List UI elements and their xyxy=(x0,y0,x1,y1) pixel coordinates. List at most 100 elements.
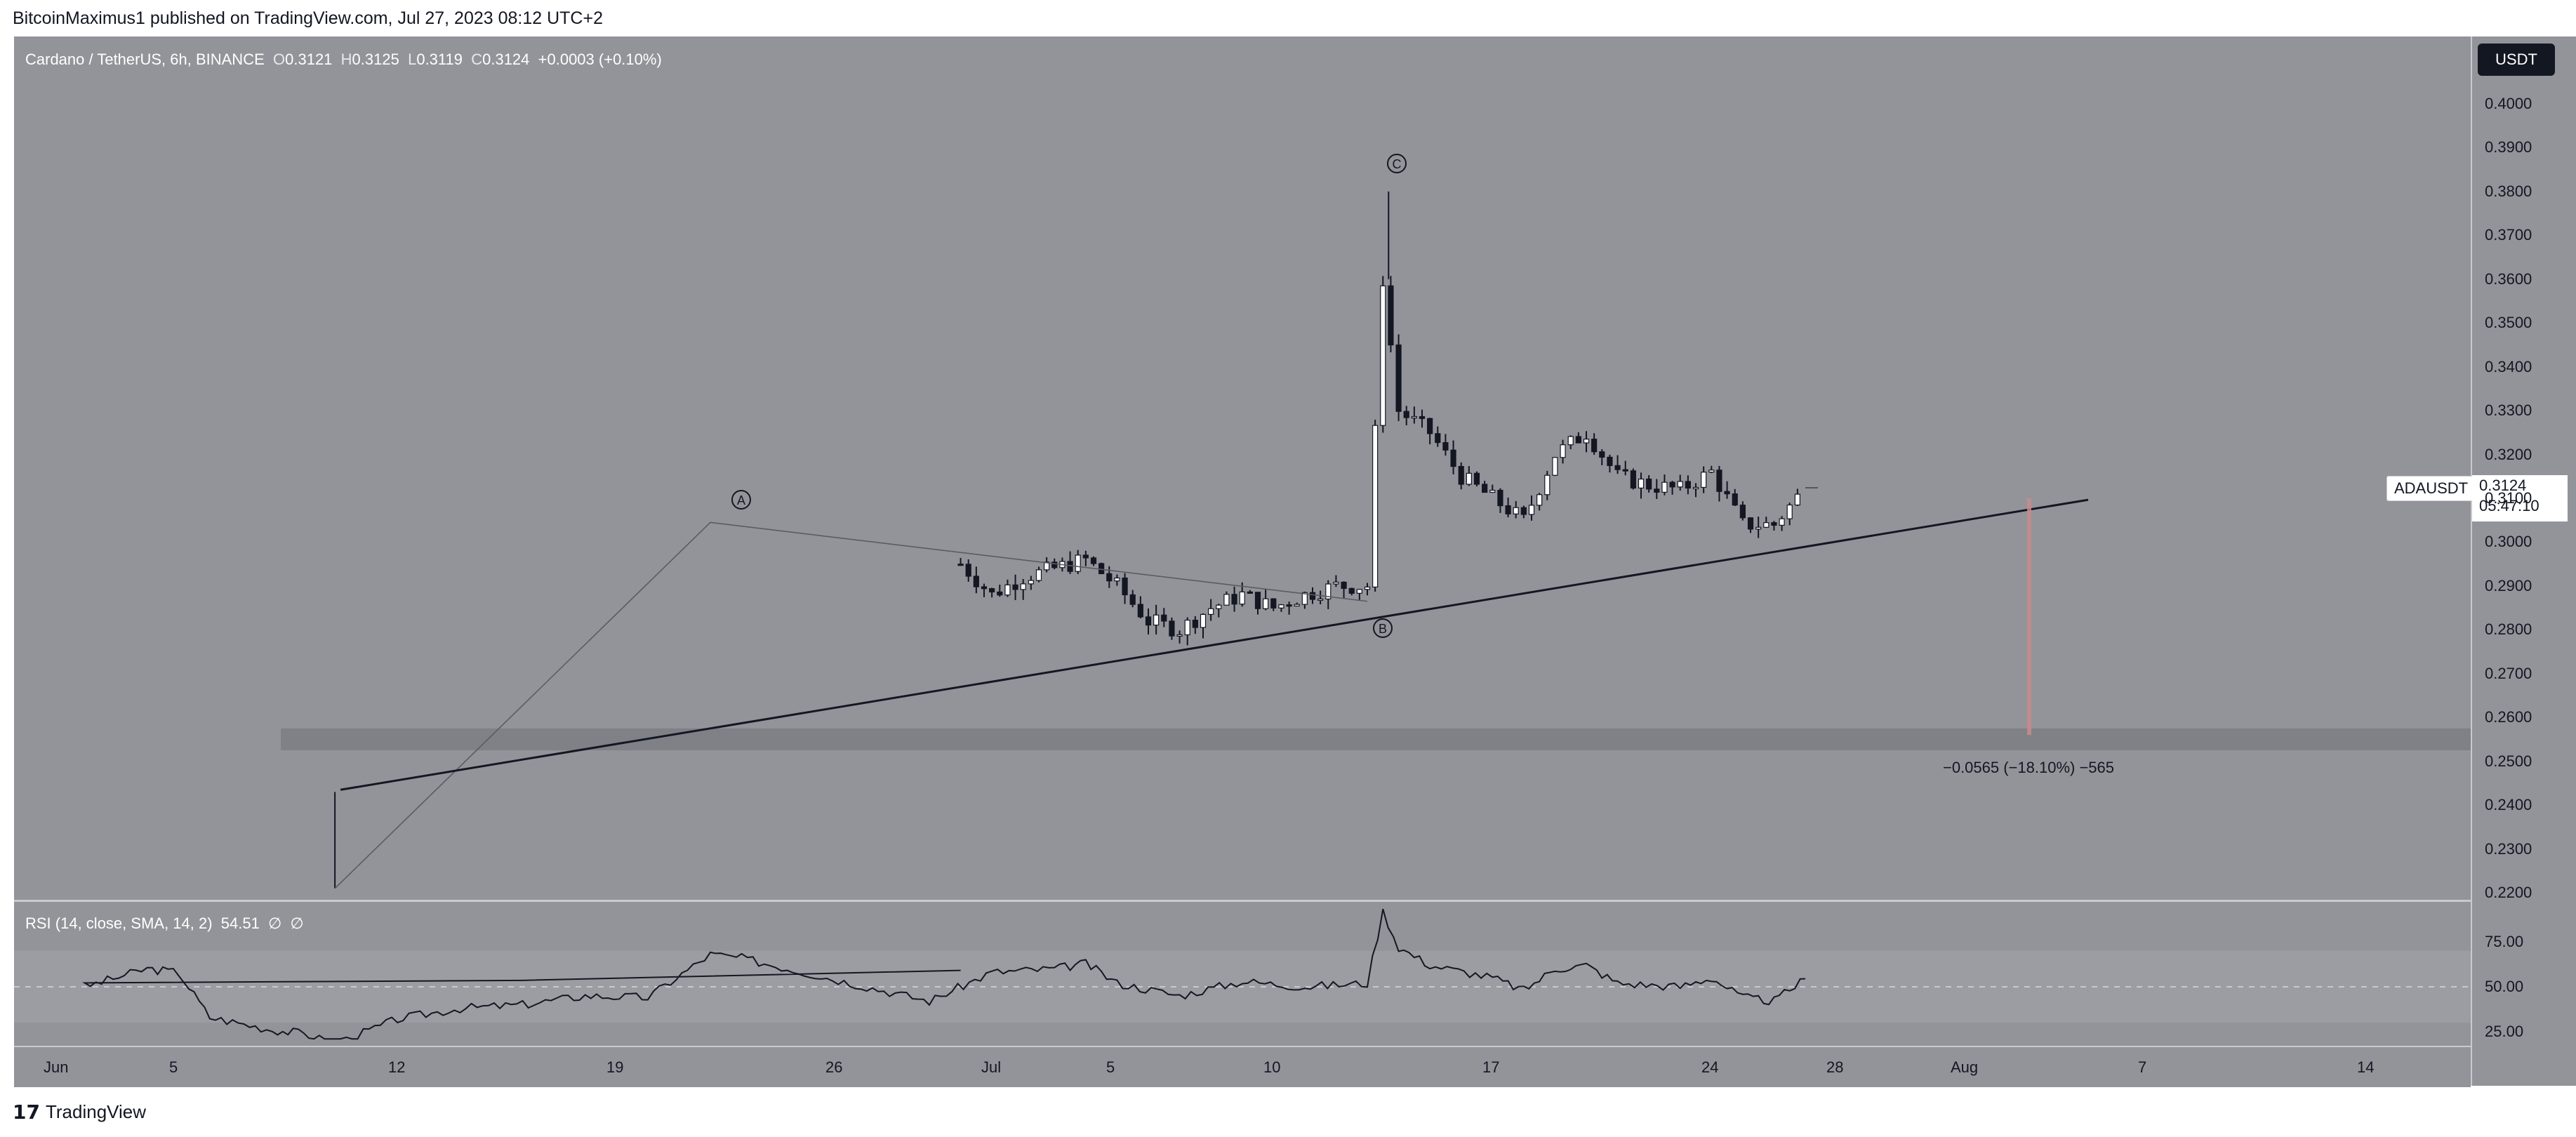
candle-body xyxy=(1677,481,1683,488)
symbol-legend[interactable]: Cardano / TetherUS, 6h, BINANCE O0.3121 … xyxy=(25,51,662,69)
candle-body xyxy=(1692,486,1699,490)
rsi-legend[interactable]: RSI (14, close, SMA, 14, 2) 54.51 ∅ ∅ xyxy=(25,915,304,933)
candle-body xyxy=(1145,616,1152,626)
candle-body xyxy=(1356,589,1362,594)
price-tick-label: 0.3900 xyxy=(2485,138,2532,157)
candle-body xyxy=(1176,634,1183,637)
candle-body xyxy=(1035,569,1042,581)
pane-separator[interactable] xyxy=(14,900,2471,902)
price-tick-label: 0.2300 xyxy=(2485,839,2532,858)
candle-body xyxy=(965,564,971,577)
wave-label-circle xyxy=(731,490,751,510)
candle-body xyxy=(1560,444,1566,458)
candle-body xyxy=(1552,457,1558,476)
candle-body xyxy=(1192,620,1198,628)
wave-label-c: C xyxy=(1393,157,1402,171)
rsi-tick-label: 50.00 xyxy=(2485,978,2524,995)
publish-info: BitcoinMaximus1 published on TradingView… xyxy=(13,8,603,28)
open-label: O xyxy=(273,51,286,68)
candle-body xyxy=(1301,592,1308,605)
time-tick-label: Aug xyxy=(1951,1058,1979,1076)
price-tick-label: 0.2600 xyxy=(2485,708,2532,726)
candle-body xyxy=(1364,586,1371,590)
candle-body xyxy=(1466,472,1472,485)
candle-body xyxy=(1599,451,1605,458)
candle-body xyxy=(1583,439,1590,444)
candle-body xyxy=(1638,478,1645,488)
low-value: 0.3119 xyxy=(416,51,463,68)
candle-body xyxy=(1223,594,1230,606)
time-tick-label: 5 xyxy=(1106,1058,1115,1076)
candle-body xyxy=(1763,522,1770,528)
tradingview-logo[interactable]: 𝟭𝟳 TradingView xyxy=(13,1101,146,1124)
rsi-value: 54.51 xyxy=(220,915,260,932)
time-axis[interactable] xyxy=(14,1046,2471,1087)
candle-body xyxy=(1661,481,1668,493)
time-tick-label: 24 xyxy=(1701,1058,1719,1076)
candle-body xyxy=(1153,614,1160,626)
close-value: 0.3124 xyxy=(482,51,530,68)
low-label: L xyxy=(408,51,417,68)
candle-body xyxy=(1482,484,1488,493)
candle-body xyxy=(1575,436,1581,444)
candle-body xyxy=(1294,604,1300,607)
candle-body xyxy=(1020,583,1026,590)
candle-body xyxy=(1607,456,1613,466)
candle-body xyxy=(1169,620,1175,637)
candle-body xyxy=(1247,591,1253,594)
candle-body xyxy=(1435,433,1441,444)
measure-label: −0.0565 (−18.10%) −565 xyxy=(1943,759,2114,776)
time-tick-label: 17 xyxy=(1482,1058,1500,1076)
price-pane[interactable] xyxy=(14,36,2471,900)
time-tick-label: Jul xyxy=(981,1058,1002,1076)
candle-body xyxy=(1216,604,1222,609)
candle-body xyxy=(1114,577,1120,582)
measure-bar xyxy=(2027,498,2031,736)
candle-body xyxy=(1395,344,1402,412)
price-tick-label: 0.3500 xyxy=(2485,314,2532,332)
price-tick-label: 0.2500 xyxy=(2485,752,2532,770)
candle-body xyxy=(1669,481,1675,488)
candle-body xyxy=(1771,522,1777,526)
candle-body xyxy=(1325,583,1332,600)
time-tick-label: 28 xyxy=(1826,1058,1844,1076)
candle-body xyxy=(973,576,979,587)
candle-body xyxy=(1309,592,1316,600)
price-tick-label: 0.3400 xyxy=(2485,357,2532,375)
price-tick-label: 0.3700 xyxy=(2485,226,2532,244)
price-tick-label: 0.2900 xyxy=(2485,576,2532,594)
candle-body xyxy=(1004,584,1011,596)
candle-body xyxy=(1419,415,1426,419)
currency-button[interactable]: USDT xyxy=(2478,44,2555,76)
candle-body xyxy=(1012,584,1018,590)
candle-body xyxy=(1458,465,1464,485)
wave-label-circle xyxy=(1373,618,1393,638)
candle-body xyxy=(1442,441,1449,451)
price-tick-label: 0.3600 xyxy=(2485,270,2532,288)
candle-body xyxy=(1263,598,1269,609)
price-axis[interactable] xyxy=(2471,36,2576,1086)
candle-body xyxy=(1489,489,1496,493)
last-price-badge: 0.3124 05:47:10 xyxy=(2472,475,2568,521)
price-tick-label: 0.2200 xyxy=(2485,884,2532,901)
candle-body xyxy=(1380,285,1386,426)
candle-body xyxy=(1520,507,1527,515)
rsi-line xyxy=(81,908,1806,1040)
rsi-extra-1: ∅ xyxy=(268,915,282,932)
candle-body xyxy=(1646,478,1652,490)
candle-body xyxy=(1137,604,1143,618)
candle-body xyxy=(1739,505,1746,519)
price-tick-label: 0.3300 xyxy=(2485,401,2532,420)
candle-body xyxy=(1591,439,1598,453)
wave-label-b: B xyxy=(1379,622,1387,636)
candle-body xyxy=(1654,488,1660,493)
time-tick-label: 5 xyxy=(169,1058,178,1076)
rsi-extra-2: ∅ xyxy=(290,915,304,932)
candle-body xyxy=(1403,411,1409,418)
price-tick-label: 0.2400 xyxy=(2485,796,2532,814)
wave-label-a: A xyxy=(737,493,745,507)
candle-body xyxy=(1747,517,1754,530)
bar-countdown: 05:47:10 xyxy=(2479,497,2540,514)
price-tick-label: 0.3200 xyxy=(2485,445,2532,463)
time-tick-label: 12 xyxy=(388,1058,406,1076)
